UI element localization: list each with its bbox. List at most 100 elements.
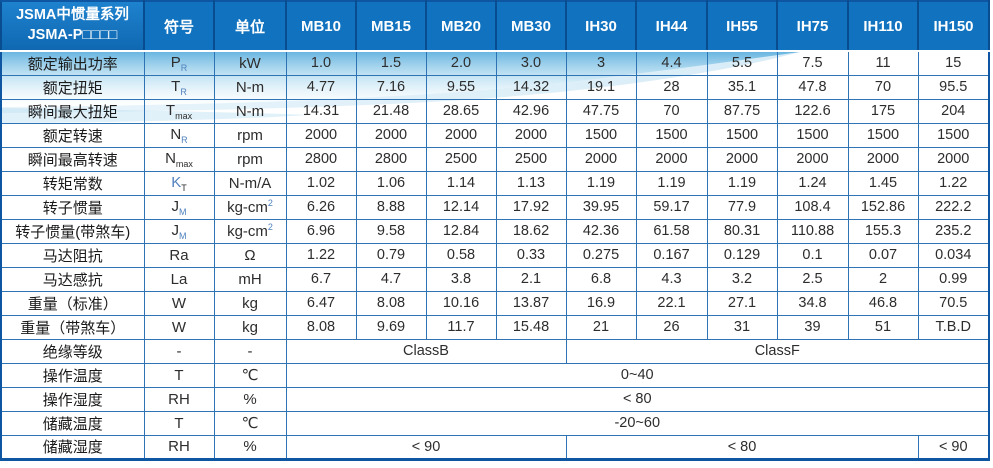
- value-cell: 39: [776, 314, 849, 340]
- symbol-cell: RH: [143, 434, 215, 460]
- value-cell: < 80: [285, 386, 990, 412]
- unit-cell: N-m/A: [213, 170, 287, 196]
- unit-cell: mH: [213, 266, 287, 292]
- value-cell: 17.92: [495, 194, 567, 220]
- table-row: 瞬间最高转速 Nmax rpm 2800 2800 2500 2500 2000 2000 200…: [0, 146, 990, 172]
- row-label: 马达阻抗: [0, 242, 145, 268]
- column-header-ih44: IH44: [635, 0, 708, 52]
- value-cell: 9.58: [355, 218, 427, 244]
- value-cell: 12.84: [425, 218, 497, 244]
- symbol-cell: JM: [143, 218, 215, 244]
- value-cell: 31: [706, 314, 778, 340]
- value-cell: 9.55: [425, 74, 497, 100]
- value-cell: 4.4: [635, 50, 708, 76]
- value-cell: 1.02: [285, 170, 357, 196]
- value-cell: 27.1: [706, 290, 778, 316]
- value-cell: 0~40: [285, 362, 990, 388]
- value-cell: 6.26: [285, 194, 357, 220]
- value-cell: 8.08: [355, 290, 427, 316]
- table-row: 操作温度 T ℃ 0~40: [0, 362, 990, 388]
- value-cell: 8.88: [355, 194, 427, 220]
- unit-cell: rpm: [213, 122, 287, 148]
- table-row: 额定输出功率 PR kW 1.0 1.5 2.0 3.0 3 4.4 5.5 7.5 11 15: [0, 50, 990, 76]
- value-cell: 2000: [565, 146, 637, 172]
- unit-cell: ℃: [213, 362, 287, 388]
- table-row: 马达阻抗 Ra Ω 1.22 0.79 0.58 0.33 0.275 0.167 0.129 0.…: [0, 242, 990, 268]
- symbol-cell: RH: [143, 386, 215, 412]
- value-cell: 2000: [706, 146, 778, 172]
- symbol-cell: Tmax: [143, 98, 215, 124]
- unit-cell: rpm: [213, 146, 287, 172]
- value-cell: 0.99: [917, 266, 990, 292]
- value-cell: 8.08: [285, 314, 357, 340]
- value-cell: 6.96: [285, 218, 357, 244]
- row-label: 重量（带煞车）: [0, 314, 145, 340]
- value-cell: 47.8: [776, 74, 849, 100]
- value-cell: 61.58: [635, 218, 708, 244]
- table-title-cell: JSMA中惯量系列 JSMA-P□□□□: [0, 0, 145, 52]
- column-header-mb15: MB15: [355, 0, 427, 52]
- row-label: 额定转速: [0, 122, 145, 148]
- value-cell: 21.48: [355, 98, 427, 124]
- symbol-cell: TR: [143, 74, 215, 100]
- series-title-line1: JSMA中惯量系列: [16, 7, 129, 24]
- unit-cell: Ω: [213, 242, 287, 268]
- row-label: 重量（标准）: [0, 290, 145, 316]
- value-cell: 1.19: [565, 170, 637, 196]
- value-cell: 59.17: [635, 194, 708, 220]
- value-cell: 15: [917, 50, 990, 76]
- value-cell: 1.19: [635, 170, 708, 196]
- value-cell: 2000: [355, 122, 427, 148]
- unit-cell: kg: [213, 314, 287, 340]
- symbol-cell: La: [143, 266, 215, 292]
- value-cell: 19.1: [565, 74, 637, 100]
- value-cell: 2800: [285, 146, 357, 172]
- value-cell: 1.06: [355, 170, 427, 196]
- value-cell: 95.5: [917, 74, 990, 100]
- value-cell: 6.8: [565, 266, 637, 292]
- value-cell: 46.8: [847, 290, 919, 316]
- value-cell: 51: [847, 314, 919, 340]
- value-cell: 222.2: [917, 194, 990, 220]
- value-cell: 2: [847, 266, 919, 292]
- value-cell: 1500: [847, 122, 919, 148]
- value-cell: 14.32: [495, 74, 567, 100]
- value-cell: 0.33: [495, 242, 567, 268]
- value-cell: ClassB: [285, 338, 567, 364]
- value-cell: 70.5: [917, 290, 990, 316]
- value-cell: 1500: [917, 122, 990, 148]
- value-cell: 0.07: [847, 242, 919, 268]
- value-cell: 14.31: [285, 98, 357, 124]
- value-cell: -20~60: [285, 410, 990, 436]
- value-cell: 13.87: [495, 290, 567, 316]
- value-cell: 77.9: [706, 194, 778, 220]
- value-cell: 0.129: [706, 242, 778, 268]
- value-cell: 70: [847, 74, 919, 100]
- value-cell: < 80: [565, 434, 919, 460]
- unit-cell: N-m: [213, 98, 287, 124]
- value-cell: 35.1: [706, 74, 778, 100]
- value-cell: 18.62: [495, 218, 567, 244]
- value-cell: 3.0: [495, 50, 567, 76]
- value-cell: 2800: [355, 146, 427, 172]
- symbol-cell: NR: [143, 122, 215, 148]
- value-cell: 2000: [635, 146, 708, 172]
- column-header-ih75: IH75: [776, 0, 849, 52]
- value-cell: 80.31: [706, 218, 778, 244]
- value-cell: 2500: [495, 146, 567, 172]
- value-cell: 108.4: [776, 194, 849, 220]
- value-cell: 34.8: [776, 290, 849, 316]
- row-label: 绝缘等级: [0, 338, 145, 364]
- row-label: 操作湿度: [0, 386, 145, 412]
- value-cell: 1.22: [285, 242, 357, 268]
- value-cell: 1.0: [285, 50, 357, 76]
- value-cell: 1500: [706, 122, 778, 148]
- value-cell: 42.36: [565, 218, 637, 244]
- value-cell: 5.5: [706, 50, 778, 76]
- table-row: 绝缘等级 - - ClassB ClassF: [0, 338, 990, 364]
- value-cell: 70: [635, 98, 708, 124]
- value-cell: 0.275: [565, 242, 637, 268]
